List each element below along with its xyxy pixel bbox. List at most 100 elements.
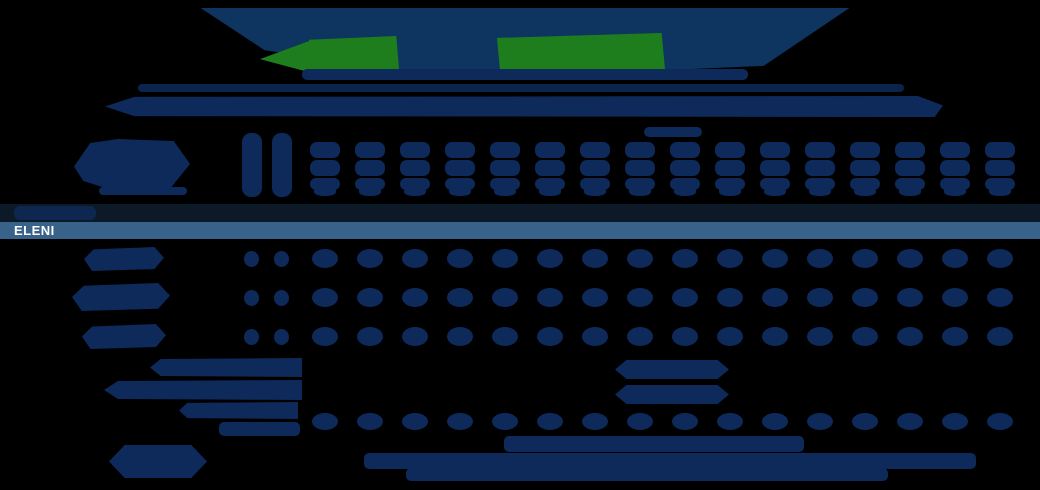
column-header-blob bbox=[805, 142, 835, 190]
column-header-segment bbox=[310, 142, 340, 158]
column-header-segment bbox=[715, 160, 745, 176]
row-dot bbox=[897, 249, 923, 268]
row-dot bbox=[942, 249, 968, 268]
bottom-dot bbox=[627, 413, 653, 430]
row-dot bbox=[717, 327, 743, 346]
column-header-segment bbox=[670, 142, 700, 158]
player-name-blob bbox=[14, 206, 96, 220]
column-header-segment bbox=[940, 160, 970, 176]
column-header-segment bbox=[985, 142, 1015, 158]
row-dot bbox=[672, 288, 698, 307]
column-header-blob bbox=[490, 142, 520, 190]
row-dot bbox=[762, 327, 788, 346]
row-dot bbox=[447, 327, 473, 346]
column-sublabel-blob bbox=[899, 187, 921, 196]
column-sublabel-blob bbox=[944, 187, 966, 196]
column-header-blob bbox=[310, 142, 340, 190]
footer-line-2-blob bbox=[364, 453, 976, 469]
column-header-segment bbox=[445, 142, 475, 158]
row-dot bbox=[897, 327, 923, 346]
column-header-blob bbox=[895, 142, 925, 190]
row-dot bbox=[627, 327, 653, 346]
row-dot bbox=[762, 249, 788, 268]
row-dot bbox=[807, 249, 833, 268]
row-dot bbox=[942, 288, 968, 307]
hexagon-label-blob bbox=[109, 445, 207, 478]
table-header-left-underline-blob bbox=[99, 187, 187, 195]
row-dot bbox=[987, 327, 1013, 346]
row-dot bbox=[807, 288, 833, 307]
column-header-segment bbox=[670, 160, 700, 176]
row-dot bbox=[627, 288, 653, 307]
footnote-left-line-1-blob bbox=[150, 358, 302, 377]
row-dot bbox=[537, 327, 563, 346]
column-header-segment bbox=[760, 160, 790, 176]
bottom-dot bbox=[447, 413, 473, 430]
column-header-blob bbox=[355, 142, 385, 190]
row-dot bbox=[672, 327, 698, 346]
column-header-blob bbox=[760, 142, 790, 190]
column-header-segment bbox=[355, 160, 385, 176]
column-header-segment bbox=[535, 160, 565, 176]
column-header-blob bbox=[400, 142, 430, 190]
column-header-segment bbox=[895, 142, 925, 158]
column-sublabel-blob bbox=[674, 187, 696, 196]
column-header-blob bbox=[985, 142, 1015, 190]
column-sublabel-blob bbox=[359, 187, 381, 196]
footnote-right-line-1-blob bbox=[615, 360, 729, 379]
row-dot bbox=[762, 288, 788, 307]
footnote-right-line-2-blob bbox=[615, 385, 729, 404]
column-header-blob bbox=[940, 142, 970, 190]
row-dot bbox=[807, 327, 833, 346]
row-dot bbox=[717, 288, 743, 307]
column-header-blob bbox=[625, 142, 655, 190]
row-dot bbox=[402, 288, 428, 307]
row-dot bbox=[672, 249, 698, 268]
row-dot bbox=[357, 288, 383, 307]
data-row-label-blob bbox=[84, 247, 164, 271]
column-header-blob bbox=[850, 142, 880, 190]
column-sublabel-blob bbox=[989, 187, 1011, 196]
column-header-segment bbox=[355, 142, 385, 158]
column-note-blob bbox=[644, 127, 702, 137]
column-header-blob bbox=[445, 142, 475, 190]
column-sublabel-blob bbox=[629, 187, 651, 196]
bottom-dot bbox=[942, 413, 968, 430]
row-dot bbox=[537, 288, 563, 307]
row-dot bbox=[582, 327, 608, 346]
column-header-blob bbox=[580, 142, 610, 190]
row-dot bbox=[402, 249, 428, 268]
column-header-segment bbox=[805, 160, 835, 176]
column-sublabel-blob bbox=[314, 187, 336, 196]
column-header-segment bbox=[625, 142, 655, 158]
footer-line-1-blob bbox=[504, 436, 804, 452]
row-dot bbox=[852, 327, 878, 346]
selected-player-name: ELENI bbox=[14, 223, 55, 238]
bottom-dot bbox=[357, 413, 383, 430]
footer-line-3-blob bbox=[406, 468, 888, 481]
row-dot bbox=[852, 288, 878, 307]
player-row-selected[interactable]: ELENI bbox=[0, 222, 1040, 239]
row-dot bbox=[627, 249, 653, 268]
row-small-dot bbox=[244, 290, 259, 306]
bottom-dot bbox=[762, 413, 788, 430]
bottom-dot bbox=[987, 413, 1013, 430]
column-header-segment bbox=[490, 142, 520, 158]
bottom-dot bbox=[852, 413, 878, 430]
column-sublabel-blob bbox=[764, 187, 786, 196]
column-sublabel-blob bbox=[494, 187, 516, 196]
column-header-segment bbox=[580, 160, 610, 176]
table-header-left-label-blob bbox=[74, 139, 190, 189]
row-dot bbox=[537, 249, 563, 268]
row-dot bbox=[357, 327, 383, 346]
column-header-segment bbox=[535, 142, 565, 158]
tagline-small-blob bbox=[138, 84, 904, 92]
column-header-segment bbox=[805, 142, 835, 158]
column-header-segment bbox=[760, 142, 790, 158]
data-row-label-blob bbox=[72, 283, 170, 311]
player-row-unselected[interactable] bbox=[0, 204, 1040, 222]
row-dot bbox=[447, 249, 473, 268]
row-small-dot bbox=[274, 251, 289, 267]
bottom-dot bbox=[537, 413, 563, 430]
column-header-segment bbox=[715, 142, 745, 158]
